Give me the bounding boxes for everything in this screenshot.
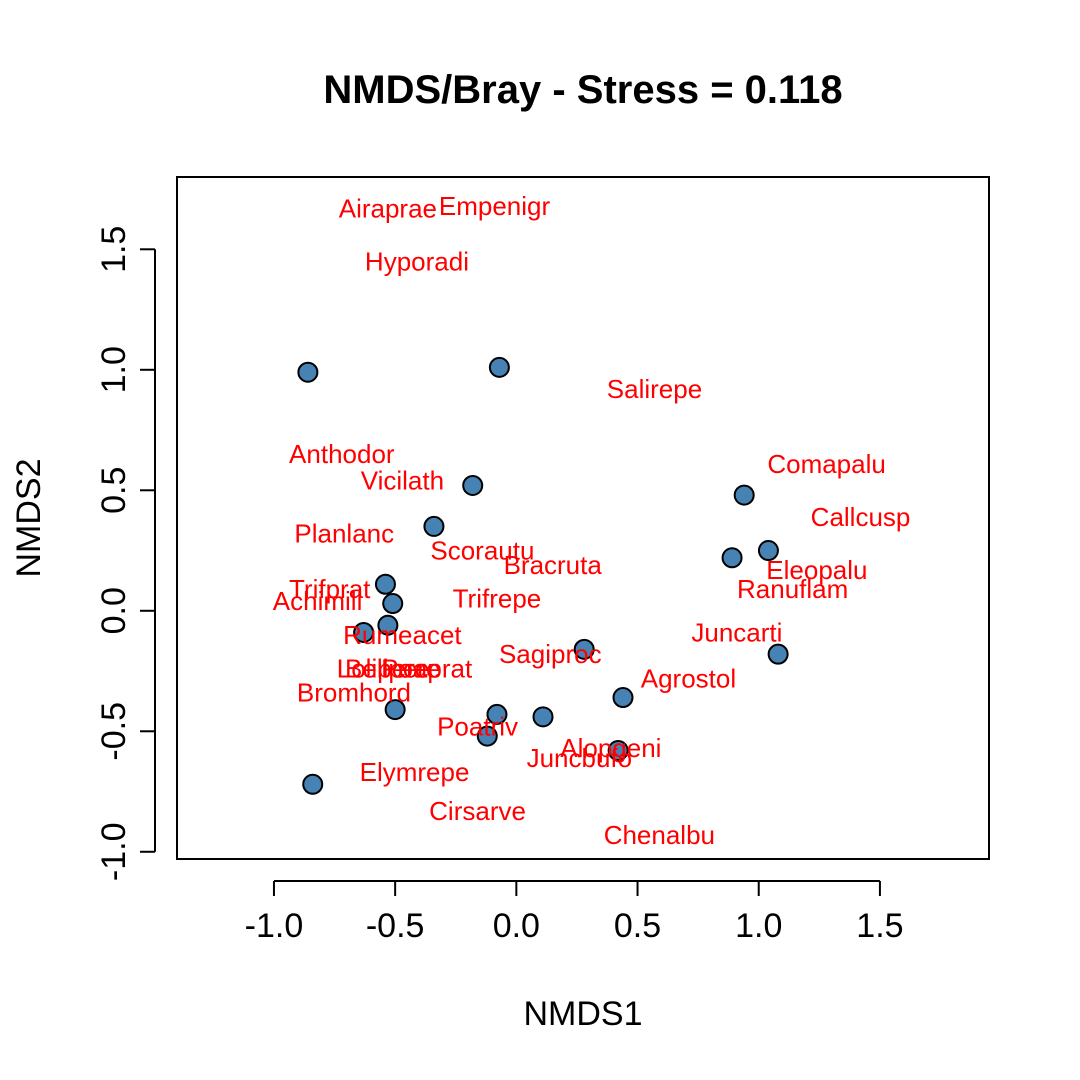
x-tick-label: 0.5 — [614, 907, 661, 945]
species-label: Trifprat — [289, 574, 371, 604]
site-points — [297, 356, 789, 795]
species-label: Planlanc — [294, 519, 394, 549]
y-tick-label: 1.5 — [95, 226, 133, 273]
species-label: Bromhord — [297, 678, 411, 708]
species-label: Anthodor — [289, 439, 395, 469]
x-tick-label: 1.0 — [735, 907, 782, 945]
x-tick-label: -1.0 — [245, 907, 304, 945]
site-point — [297, 361, 319, 383]
chart-title: NMDS/Bray - Stress = 0.118 — [323, 68, 842, 112]
site-point — [384, 699, 406, 721]
y-tick-label: 0.5 — [95, 467, 133, 514]
site-point — [302, 773, 324, 795]
site-point — [757, 540, 779, 562]
site-point — [374, 573, 396, 595]
site-point — [721, 547, 743, 569]
site-point — [353, 621, 375, 643]
species-label: Sagiproc — [499, 639, 602, 669]
site-point — [733, 484, 755, 506]
species-label: Lolipere — [337, 654, 430, 684]
species-label: Eleopalu — [766, 555, 867, 585]
x-axis-label: NMDS1 — [523, 995, 642, 1033]
species-label: Comapalu — [767, 449, 886, 479]
species-label: Cirsarve — [429, 796, 526, 826]
site-point — [532, 706, 554, 728]
species-label: Juncarti — [691, 617, 782, 647]
species-label: Ranuflam — [737, 574, 848, 604]
species-labels: Airaprae Empenigr Hyporadi Salirepe Anthodor… — [273, 191, 911, 850]
x-axis: -1.0 -0.5 0.0 0.5 1.0 1.5 — [245, 880, 904, 945]
species-label: Poaprat — [381, 654, 473, 684]
species-label: Bracruta — [504, 550, 603, 580]
species-label: Agrostol — [641, 663, 736, 693]
site-point — [573, 638, 595, 660]
species-label: Vicilath — [361, 466, 444, 496]
x-tick-label: 0.0 — [493, 907, 540, 945]
species-label: Rumeacet — [343, 620, 462, 650]
species-label: Chenalbu — [604, 820, 715, 850]
species-label: Bellpere — [345, 654, 440, 684]
site-point — [377, 614, 399, 636]
x-tick-label: -0.5 — [366, 907, 425, 945]
site-point — [612, 687, 634, 709]
species-label: Elymrepe — [360, 757, 470, 787]
species-label: Empenigr — [439, 191, 551, 221]
y-tick-label: -1.0 — [95, 822, 133, 881]
species-label: Poatriv — [437, 711, 518, 741]
species-label: Callcusp — [811, 502, 911, 532]
species-label: Airaprae — [339, 193, 437, 223]
site-point — [607, 740, 629, 762]
site-point — [423, 515, 445, 537]
site-point — [462, 474, 484, 496]
site-point — [486, 703, 508, 725]
species-label: Juncbufo — [527, 743, 633, 773]
y-tick-label: 1.0 — [95, 346, 133, 393]
x-tick-label: 1.5 — [856, 907, 903, 945]
species-label: Salirepe — [607, 374, 702, 404]
site-point — [382, 593, 404, 615]
y-tick-label: 0.0 — [95, 587, 133, 634]
plot-frame — [176, 176, 990, 860]
species-label: Achimill — [273, 586, 363, 616]
y-tick-label: -0.5 — [95, 702, 133, 761]
site-point — [767, 643, 789, 665]
y-axis: -1.0 -0.5 0.0 0.5 1.0 1.5 — [95, 226, 156, 881]
site-point — [476, 725, 498, 747]
species-label: Alopgeni — [560, 733, 661, 763]
species-label: Scorautu — [430, 536, 534, 566]
y-axis-label: NMDS2 — [10, 458, 48, 577]
species-label: Hyporadi — [365, 246, 469, 276]
site-point — [488, 356, 510, 378]
species-label: Trifrepe — [453, 584, 542, 614]
